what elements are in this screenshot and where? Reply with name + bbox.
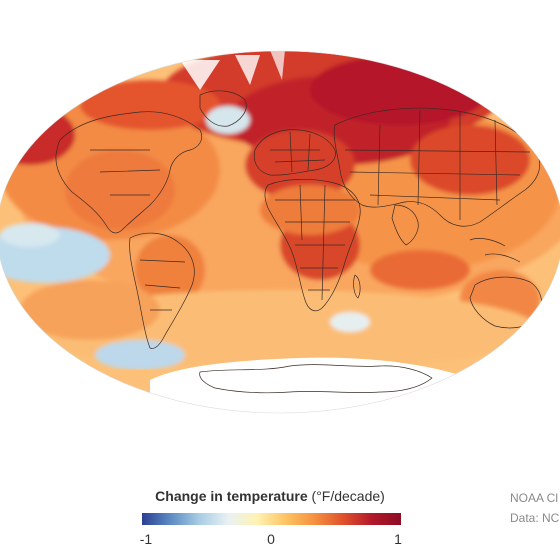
asia-borders [344, 109, 531, 220]
legend-title: Change in temperature (°F/decade) [0, 488, 540, 504]
map-globe [0, 51, 560, 413]
arctic-no-data [180, 51, 285, 90]
india-outline [391, 204, 419, 246]
legend-title-unit: (°F/decade) [311, 488, 385, 504]
europe-outline [253, 129, 336, 176]
antarctica-no-data [150, 357, 470, 413]
legend-max-label: 1 [394, 531, 402, 547]
madagascar-outline [353, 274, 361, 299]
world-map [0, 50, 560, 414]
south-america-outline [129, 232, 195, 349]
legend-gradient [142, 513, 401, 525]
north-america-outline [55, 111, 203, 234]
greenland-outline [199, 90, 247, 127]
south-america-borders [139, 259, 186, 311]
legend-mid-label: 0 [267, 531, 275, 547]
antarctica-outline [199, 364, 433, 394]
north-america-borders [90, 149, 161, 196]
asia-outline [333, 107, 541, 227]
globe-edge [0, 50, 560, 414]
credit-line-1: NOAA Cl [510, 491, 559, 505]
temperature-field [0, 51, 560, 370]
legend-min-label: -1 [139, 531, 153, 547]
legend-title-main: Change in temperature [155, 488, 308, 504]
legend-color-bar [142, 513, 401, 525]
southeast-asia-islands [469, 238, 521, 263]
europe-borders [270, 131, 326, 173]
credit-line-2: Data: NC [510, 511, 560, 525]
africa-borders [275, 184, 355, 301]
